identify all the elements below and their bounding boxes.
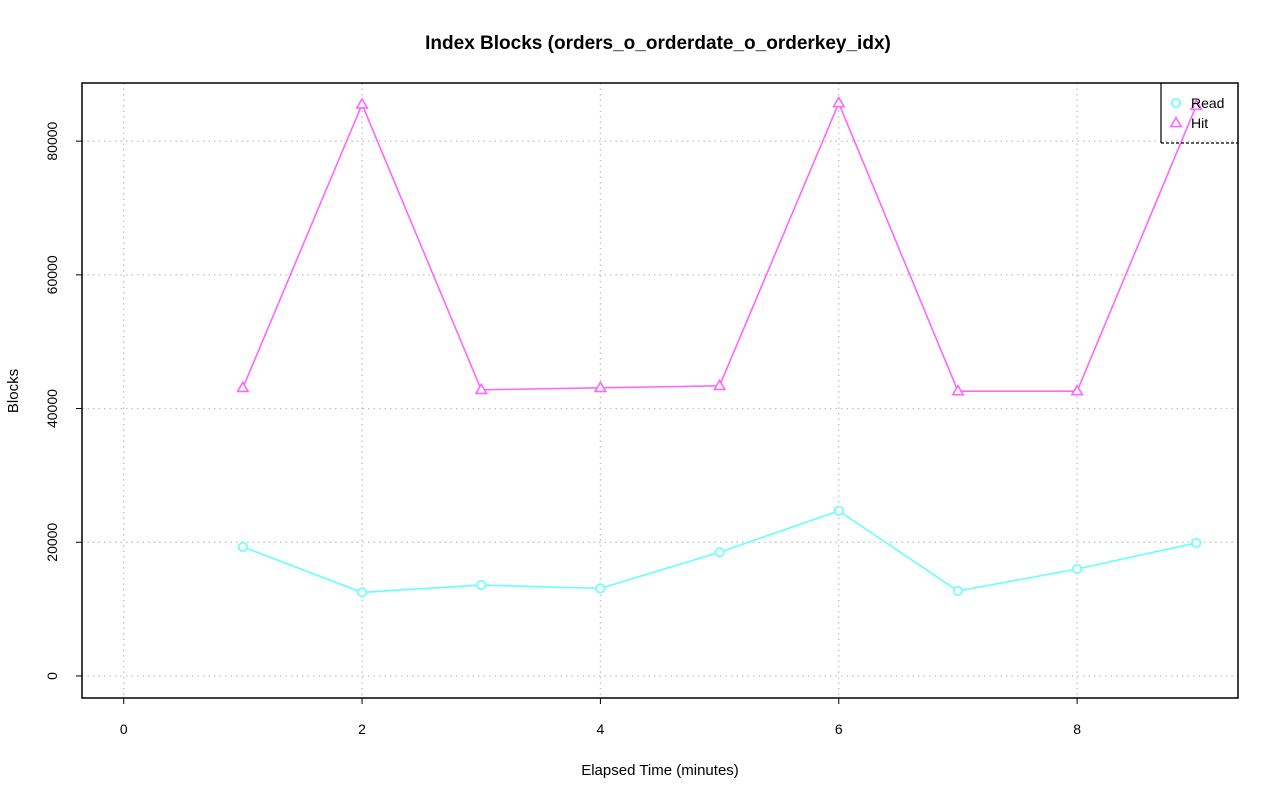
data-point-read: [357, 587, 368, 598]
plot-area-border: [81, 82, 1239, 699]
x-axis-label: Elapsed Time (minutes): [581, 762, 739, 779]
x-axis: 0 2 4 6 8: [120, 698, 1081, 737]
data-point-read: [952, 586, 963, 597]
data-point-read: [595, 583, 606, 594]
legend-marker-read: [1171, 98, 1182, 109]
series-group: [236, 95, 1203, 598]
data-point-read: [1072, 563, 1083, 574]
x-tick-label: 4: [597, 721, 605, 737]
x-tick-label: 2: [358, 721, 366, 737]
data-point-hit: [593, 380, 608, 393]
grid-lines: [82, 83, 1238, 698]
legend: Read Hit: [1160, 83, 1238, 144]
y-axis-label: Blocks: [5, 369, 22, 413]
data-point-hit: [474, 382, 488, 395]
y-axis: 0 20000 40000 60000 80000: [44, 121, 82, 680]
y-tick-label: 0: [44, 672, 60, 680]
data-point-hit: [951, 384, 965, 396]
data-point-read: [237, 541, 248, 552]
data-point-hit: [1070, 384, 1084, 396]
data-point-read: [714, 547, 725, 558]
series-line-hit: [242, 100, 1198, 392]
y-tick-label: 20000: [44, 523, 60, 562]
data-point-hit: [236, 380, 250, 393]
data-point-read: [1191, 537, 1202, 548]
legend-label-hit: Hit: [1191, 115, 1208, 131]
data-point-hit: [712, 378, 727, 391]
x-tick-label: 6: [835, 721, 843, 737]
data-point-read: [833, 505, 844, 516]
legend-marker-hit: [1169, 115, 1183, 128]
data-point-hit: [355, 97, 369, 109]
y-tick-label: 80000: [44, 121, 60, 160]
x-tick-label: 8: [1073, 721, 1081, 737]
y-tick-label: 40000: [44, 389, 60, 428]
x-tick-label: 0: [120, 721, 128, 737]
data-point-read: [476, 580, 487, 591]
data-point-hit: [832, 95, 846, 108]
data-point-hit: [1189, 98, 1203, 111]
chart-title: Index Blocks (orders_o_orderdate_o_order…: [425, 33, 891, 54]
legend-label-read: Read: [1191, 95, 1224, 111]
y-tick-label: 60000: [44, 255, 60, 294]
